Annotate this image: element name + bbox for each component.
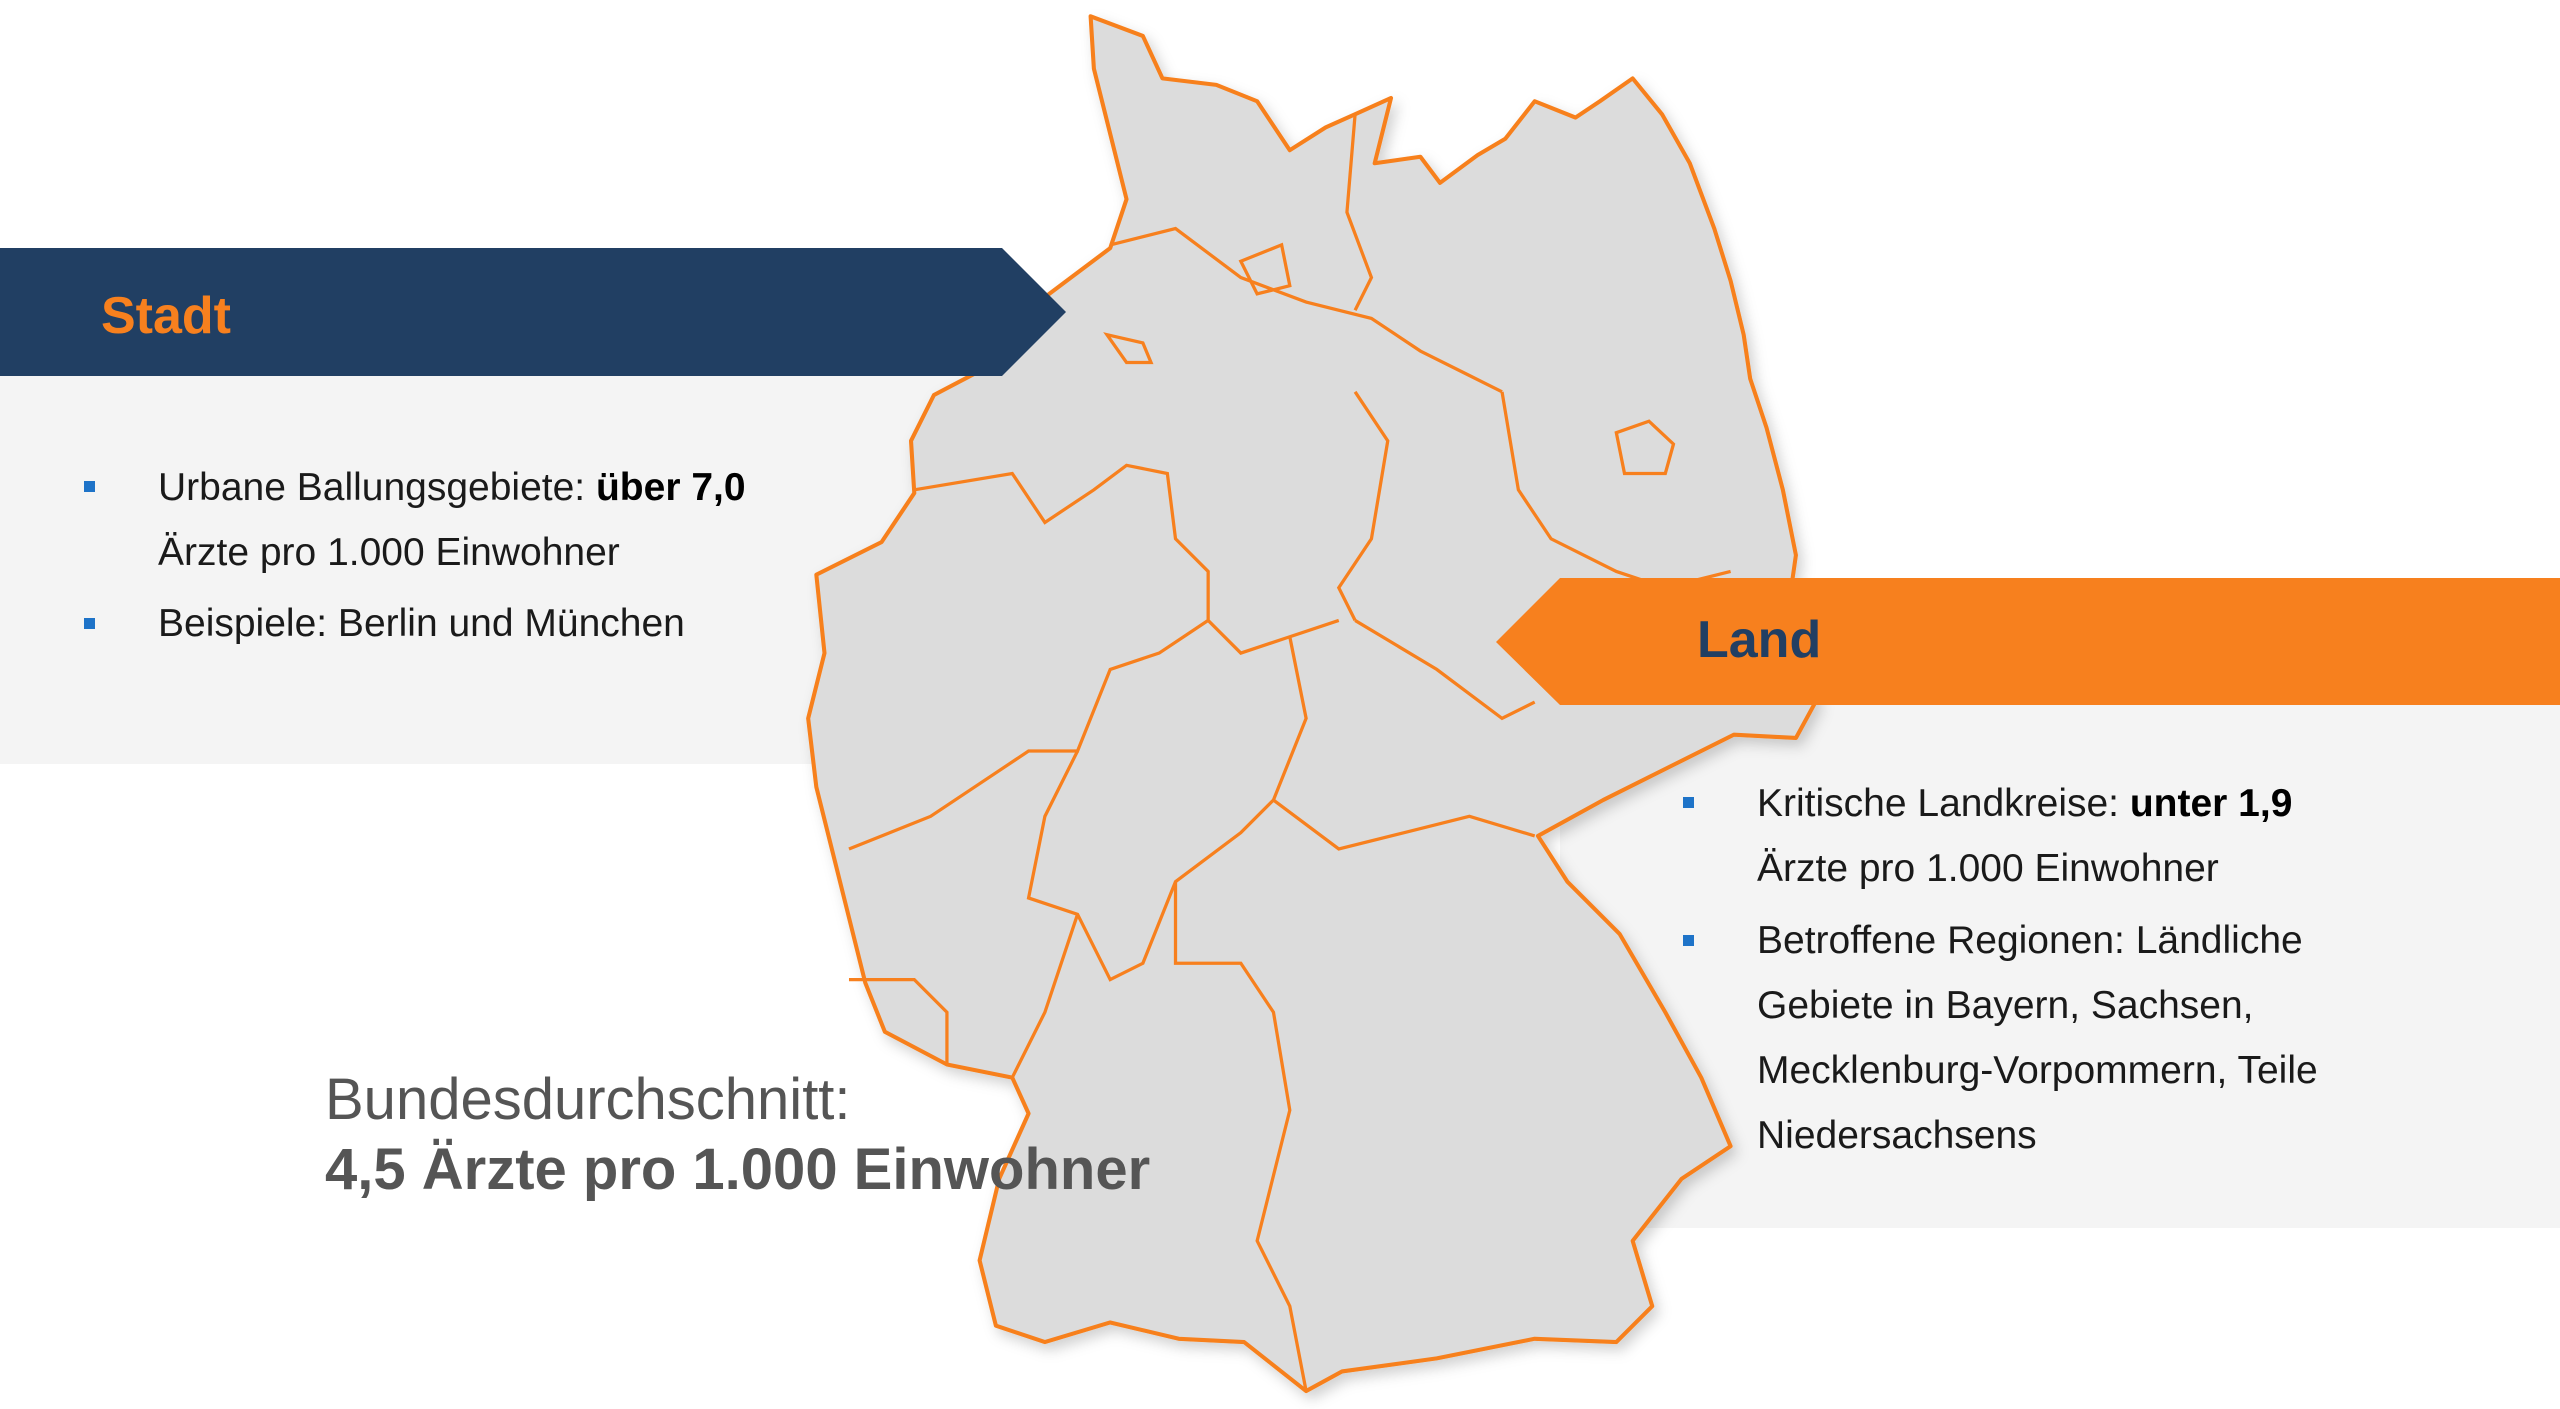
bullet-icon [1683, 797, 1694, 808]
bullet-line: Betroffene Regionen: Ländliche [1757, 919, 2303, 962]
bullet-line: Gebiete in Bayern, Sachsen, [1757, 984, 2254, 1027]
state-borders [848, 114, 1732, 1392]
stadt-bullet-2: Beispiele: Berlin und München [158, 602, 685, 645]
land-bullet-1: Kritische Landkreise: unter 1,9 Ärzte pro… [1757, 771, 2292, 901]
bullet-text: Urbane Ballungsgebiete: [158, 466, 596, 509]
national-average: Bundesdurchschnitt: 4,5 Ärzte pro 1.000 … [325, 1065, 1150, 1205]
stadt-title: Stadt [101, 287, 231, 345]
stadt-banner [0, 248, 1066, 376]
bullet-icon [84, 618, 95, 629]
bullet-line: Mecklenburg-Vorpommern, Teile [1757, 1049, 2318, 1092]
land-banner [1496, 578, 2560, 705]
average-label: Bundesdurchschnitt: [325, 1067, 851, 1132]
bullet-line: Niedersachsens [1757, 1114, 2037, 1157]
bullet-highlight: unter 1,9 [2129, 782, 2293, 825]
bullet-text: Kritische Landkreise: [1757, 782, 2130, 825]
stadt-bullet-1: Urbane Ballungsgebiete: über 7,0 Ärzte pr… [158, 455, 746, 585]
germany-outline [806, 14, 1818, 1394]
bullet-icon [84, 481, 95, 492]
bullet-text-line2: Ärzte pro 1.000 Einwohner [1757, 847, 2219, 890]
land-bullet-2: Betroffene Regionen: Ländliche Gebiete in… [1757, 908, 2318, 1168]
land-title: Land [1697, 611, 1822, 669]
bullet-highlight: über 7,0 [595, 466, 746, 509]
bullet-icon [1683, 935, 1694, 946]
bullet-text-line2: Ärzte pro 1.000 Einwohner [158, 531, 620, 574]
average-value: 4,5 Ärzte pro 1.000 Einwohner [325, 1137, 1151, 1202]
